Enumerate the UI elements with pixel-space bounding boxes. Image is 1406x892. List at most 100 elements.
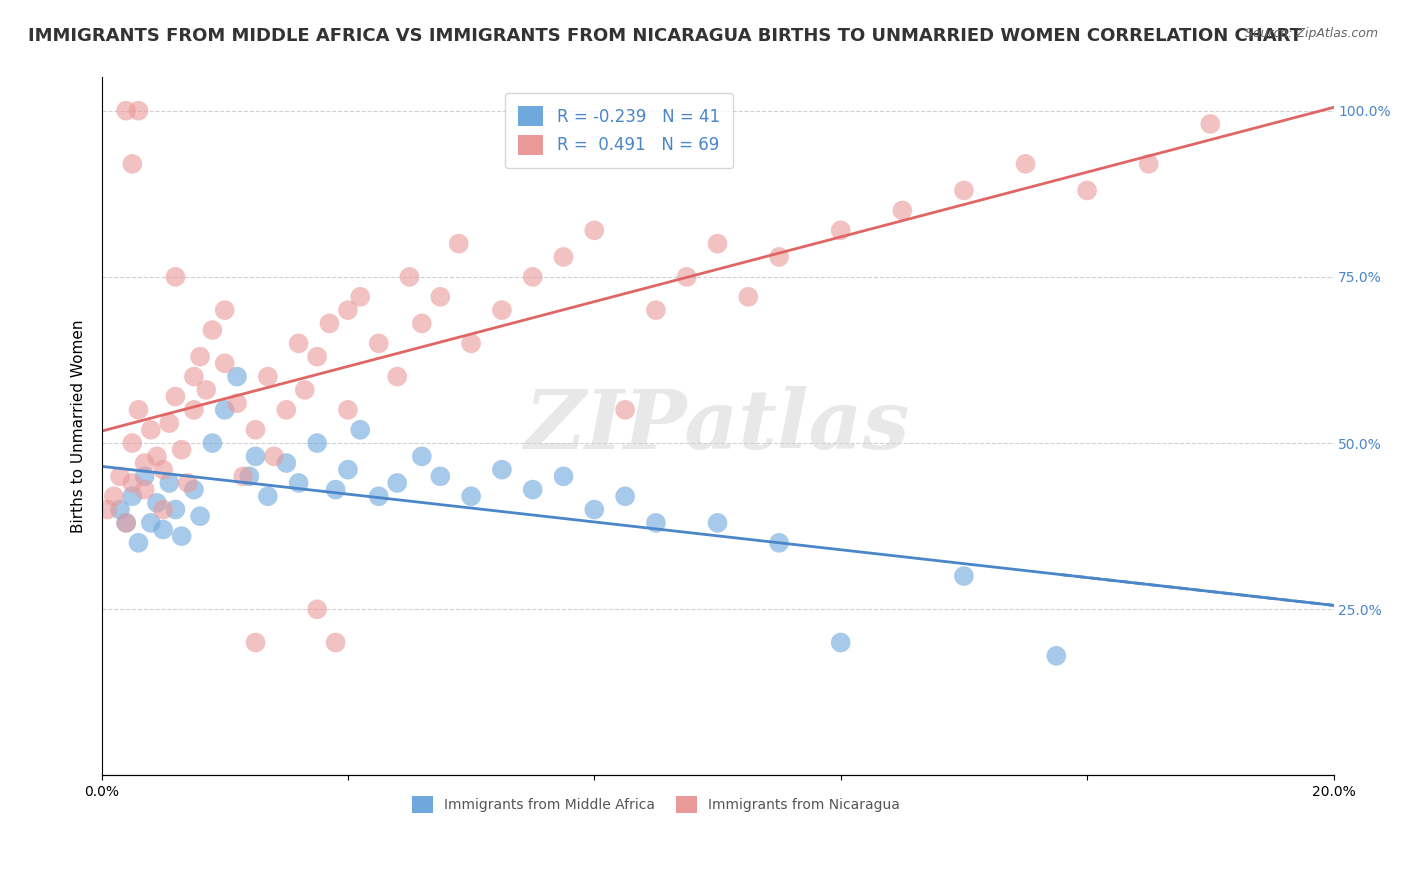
Point	[165, 502, 187, 516]
Point	[830, 223, 852, 237]
Point	[157, 416, 180, 430]
Point	[307, 350, 329, 364]
Point	[287, 475, 309, 490]
Point	[214, 303, 236, 318]
Point	[97, 502, 120, 516]
Point	[115, 516, 138, 530]
Point	[165, 390, 187, 404]
Text: IMMIGRANTS FROM MIDDLE AFRICA VS IMMIGRANTS FROM NICARAGUA BIRTHS TO UNMARRIED W: IMMIGRANTS FROM MIDDLE AFRICA VS IMMIGRA…	[28, 27, 1302, 45]
Point	[491, 463, 513, 477]
Point	[276, 456, 298, 470]
Point	[1076, 184, 1098, 198]
Point	[1014, 157, 1036, 171]
Point	[201, 436, 224, 450]
Point	[583, 223, 606, 237]
Point	[830, 635, 852, 649]
Point	[152, 502, 174, 516]
Point	[349, 290, 371, 304]
Point	[645, 516, 668, 530]
Point	[256, 489, 278, 503]
Point	[367, 336, 389, 351]
Point	[387, 369, 409, 384]
Point	[170, 529, 193, 543]
Point	[349, 423, 371, 437]
Point	[146, 450, 169, 464]
Point	[121, 475, 143, 490]
Point	[522, 483, 544, 497]
Point	[183, 483, 205, 497]
Point	[1137, 157, 1160, 171]
Point	[953, 184, 976, 198]
Point	[675, 269, 697, 284]
Point	[188, 509, 211, 524]
Point	[522, 269, 544, 284]
Point	[276, 402, 298, 417]
Point	[146, 496, 169, 510]
Point	[157, 475, 180, 490]
Point	[287, 336, 309, 351]
Point	[232, 469, 254, 483]
Point	[165, 269, 187, 284]
Point	[183, 402, 205, 417]
Point	[134, 456, 156, 470]
Point	[121, 157, 143, 171]
Point	[263, 450, 285, 464]
Point	[460, 489, 482, 503]
Point	[152, 463, 174, 477]
Point	[127, 103, 149, 118]
Point	[201, 323, 224, 337]
Point	[121, 436, 143, 450]
Point	[553, 250, 575, 264]
Point	[447, 236, 470, 251]
Point	[953, 569, 976, 583]
Point	[115, 103, 138, 118]
Point	[139, 423, 162, 437]
Point	[108, 469, 131, 483]
Point	[398, 269, 420, 284]
Text: ZIPatlas: ZIPatlas	[524, 386, 910, 467]
Point	[336, 463, 359, 477]
Point	[134, 483, 156, 497]
Point	[553, 469, 575, 483]
Point	[108, 502, 131, 516]
Point	[318, 317, 340, 331]
Point	[170, 442, 193, 457]
Point	[325, 635, 347, 649]
Point	[294, 383, 316, 397]
Point	[706, 236, 728, 251]
Point	[245, 450, 267, 464]
Point	[134, 469, 156, 483]
Point	[614, 489, 637, 503]
Point	[706, 516, 728, 530]
Point	[307, 602, 329, 616]
Point	[411, 450, 433, 464]
Point	[245, 423, 267, 437]
Point	[139, 516, 162, 530]
Point	[583, 502, 606, 516]
Point	[367, 489, 389, 503]
Point	[152, 523, 174, 537]
Point	[115, 516, 138, 530]
Point	[737, 290, 759, 304]
Point	[460, 336, 482, 351]
Legend: Immigrants from Middle Africa, Immigrants from Nicaragua: Immigrants from Middle Africa, Immigrant…	[401, 785, 911, 824]
Point	[325, 483, 347, 497]
Point	[214, 356, 236, 370]
Point	[768, 250, 790, 264]
Point	[336, 303, 359, 318]
Point	[188, 350, 211, 364]
Point	[429, 290, 451, 304]
Point	[1045, 648, 1067, 663]
Point	[1199, 117, 1222, 131]
Point	[411, 317, 433, 331]
Text: Source: ZipAtlas.com: Source: ZipAtlas.com	[1244, 27, 1378, 40]
Y-axis label: Births to Unmarried Women: Births to Unmarried Women	[72, 319, 86, 533]
Point	[127, 402, 149, 417]
Point	[226, 369, 249, 384]
Point	[891, 203, 914, 218]
Point	[256, 369, 278, 384]
Point	[183, 369, 205, 384]
Point	[307, 436, 329, 450]
Point	[387, 475, 409, 490]
Point	[429, 469, 451, 483]
